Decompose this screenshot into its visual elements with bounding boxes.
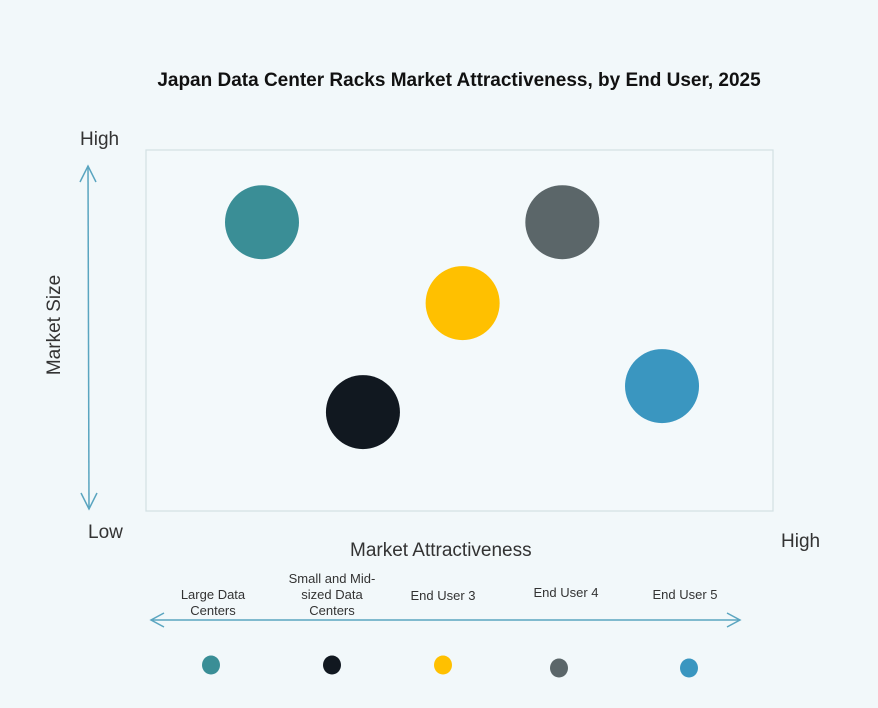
legend-dot-end-user-3 [434, 655, 452, 675]
legend-label-small-mid-data-centers: Small and Mid-sized Data Centers [288, 571, 376, 618]
bubble-end-user-3 [425, 266, 500, 341]
chart-title: Japan Data Center Racks Market Attractiv… [157, 70, 761, 91]
y-axis-arrow [79, 164, 98, 511]
legend-label-end-user-5: End User 5 [652, 587, 718, 602]
y-axis-label: Market Size [44, 274, 65, 376]
legend-label-large-data-centers: Large Data Centers [180, 587, 246, 618]
bubble-large-data-centers [224, 185, 299, 260]
bubble-small-and-mid-sized-data-centers [325, 375, 400, 450]
x-axis-low-label: Low [88, 522, 123, 543]
legend-arrow [149, 612, 742, 628]
legend-label-end-user-3: End User 3 [410, 588, 476, 603]
x-axis-high-label: High [781, 531, 821, 552]
y-axis-high-label: High [80, 129, 120, 150]
legend-dot-small-and-mid-sized-data-centers [323, 655, 341, 675]
legend-dot-large-data-centers [202, 655, 220, 675]
bubble-end-user-4 [525, 185, 600, 260]
legend-label-end-user-4: End User 4 [533, 585, 599, 600]
bubble-end-user-5 [625, 349, 700, 424]
legend-dot-end-user-5 [680, 658, 698, 678]
legend-dot-end-user-4 [550, 658, 568, 678]
x-axis-label: Market Attractiveness [350, 540, 532, 561]
